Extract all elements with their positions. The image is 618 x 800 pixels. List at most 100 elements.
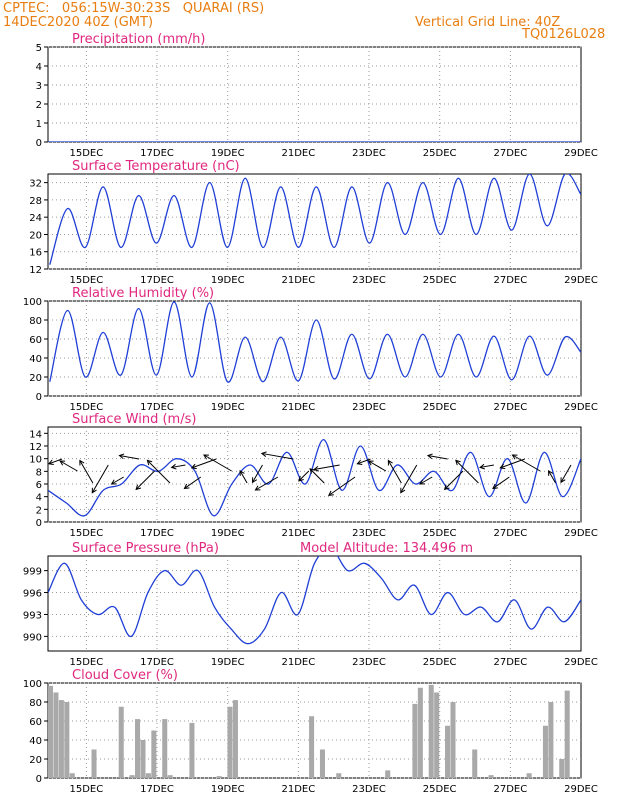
wind-arrow-head xyxy=(190,463,197,470)
wind-arrow-head xyxy=(170,463,177,470)
rh-xtick: 19DEC xyxy=(211,402,245,413)
cloud-bar xyxy=(526,773,532,778)
cloud-bar xyxy=(417,687,423,778)
wind-arrow-head xyxy=(548,469,554,476)
cloud-bar xyxy=(69,773,75,778)
precip-xtick: 25DEC xyxy=(423,148,457,159)
temp-xtick: 21DEC xyxy=(281,275,315,286)
rh-xtick: 27DEC xyxy=(493,402,527,413)
pressure-xtick: 25DEC xyxy=(423,657,457,668)
rh-ytick: 60 xyxy=(29,335,42,346)
cloud-bar xyxy=(91,749,97,778)
cloud-bar xyxy=(445,725,451,778)
cloud-bar xyxy=(58,700,64,778)
wind-arrow-head xyxy=(59,460,66,466)
cloud-bar xyxy=(189,722,195,778)
cloud-bar xyxy=(151,730,157,778)
wind-arrow-head xyxy=(254,485,261,491)
wind-arrow xyxy=(387,460,402,484)
rh-xtick: 17DEC xyxy=(140,402,174,413)
wind-series-line xyxy=(48,439,581,517)
pressure-ytick: 996 xyxy=(23,589,42,600)
precip-title: Precipitation (mm/h) xyxy=(72,32,205,47)
rh-xtick: 21DEC xyxy=(281,402,315,413)
wind-ytick: 4 xyxy=(36,493,42,504)
temp-ytick: 32 xyxy=(29,179,42,190)
temp-ytick: 20 xyxy=(29,230,42,241)
cloud-bar xyxy=(145,773,151,778)
cloud-bar xyxy=(309,716,315,778)
rh-xtick: 29DEC xyxy=(564,402,598,413)
wind-arrow-head xyxy=(356,459,363,466)
wind-arrow-head xyxy=(455,459,461,466)
wind-arrow xyxy=(119,455,140,460)
temp-ytick: 16 xyxy=(29,248,42,259)
precip-xtick: 19DEC xyxy=(211,148,245,159)
wind-arrow-head xyxy=(47,459,54,466)
temp-ytick: 24 xyxy=(29,213,42,224)
pressure-annotation: Model Altitude: 134.496 m xyxy=(300,541,473,556)
wind-title: Surface Wind (m/s) xyxy=(72,412,196,427)
pressure-xtick: 17DEC xyxy=(140,657,174,668)
cloud-bar xyxy=(135,719,141,778)
temp-xtick: 19DEC xyxy=(211,275,245,286)
wind-arrow-head xyxy=(426,453,433,460)
wind-arrow-head xyxy=(309,468,316,474)
wind-arrow-head xyxy=(499,463,506,470)
wind-arrow-head xyxy=(110,479,117,485)
wind-arrow xyxy=(261,452,294,460)
rh-title: Relative Humidity (%) xyxy=(72,286,214,301)
precip-xtick: 17DEC xyxy=(140,148,174,159)
precip-xtick: 23DEC xyxy=(352,148,386,159)
wind-arrow-head xyxy=(298,475,304,482)
wind-arrow-head xyxy=(419,479,426,485)
wind-arrow-head xyxy=(479,463,485,470)
cloud-bar xyxy=(412,703,418,778)
wind-ytick: 6 xyxy=(36,480,42,491)
cloud-frame xyxy=(47,682,582,779)
wind-xtick: 17DEC xyxy=(140,528,174,539)
wind-arrow xyxy=(48,458,63,465)
wind-arrow-head xyxy=(260,451,267,457)
cloud-xtick: 29DEC xyxy=(564,784,598,795)
wind-arrow-head xyxy=(146,459,153,466)
wind-xtick: 27DEC xyxy=(493,528,527,539)
rh-ytick: 100 xyxy=(23,297,42,308)
wind-arrow xyxy=(444,470,464,490)
cloud-bar xyxy=(227,706,233,778)
cloud-bar xyxy=(232,700,238,778)
cloud-bar xyxy=(336,773,342,778)
wind-arrow xyxy=(171,464,186,468)
wind-arrow xyxy=(135,470,155,490)
wind-arrow-head xyxy=(560,477,566,484)
wind-arrow-head xyxy=(203,454,209,460)
cloud-bar xyxy=(162,719,168,778)
wind-arrow xyxy=(184,476,202,489)
cloud-bar xyxy=(564,690,570,778)
cloud-bar xyxy=(472,749,478,778)
precip-xtick: 21DEC xyxy=(281,148,315,159)
rh-xtick: 25DEC xyxy=(423,402,457,413)
precip-xtick: 15DEC xyxy=(70,148,104,159)
wind-arrow xyxy=(512,454,541,472)
cloud-bar xyxy=(434,692,440,778)
temp-ytick: 12 xyxy=(29,265,42,276)
cloud-bar xyxy=(488,775,494,778)
wind-arrow-head xyxy=(118,453,125,460)
temp-title: Surface Temperature (nC) xyxy=(72,159,240,174)
wind-arrow-head xyxy=(313,466,319,472)
wind-xtick: 25DEC xyxy=(423,528,457,539)
pressure-xtick: 23DEC xyxy=(352,657,386,668)
wind-arrow xyxy=(480,464,494,468)
wind-xtick: 23DEC xyxy=(352,528,386,539)
precip-ytick: 2 xyxy=(36,100,42,111)
cloud-bar xyxy=(542,725,548,778)
wind-arrow xyxy=(59,460,78,472)
temp-xtick: 23DEC xyxy=(352,275,386,286)
wind-xtick: 19DEC xyxy=(211,528,245,539)
cloud-title: Cloud Cover (%) xyxy=(72,668,178,683)
wind-arrow xyxy=(548,470,557,484)
rh-ytick: 80 xyxy=(29,316,42,327)
rh-frame xyxy=(47,300,582,397)
rh-xtick: 23DEC xyxy=(352,402,386,413)
